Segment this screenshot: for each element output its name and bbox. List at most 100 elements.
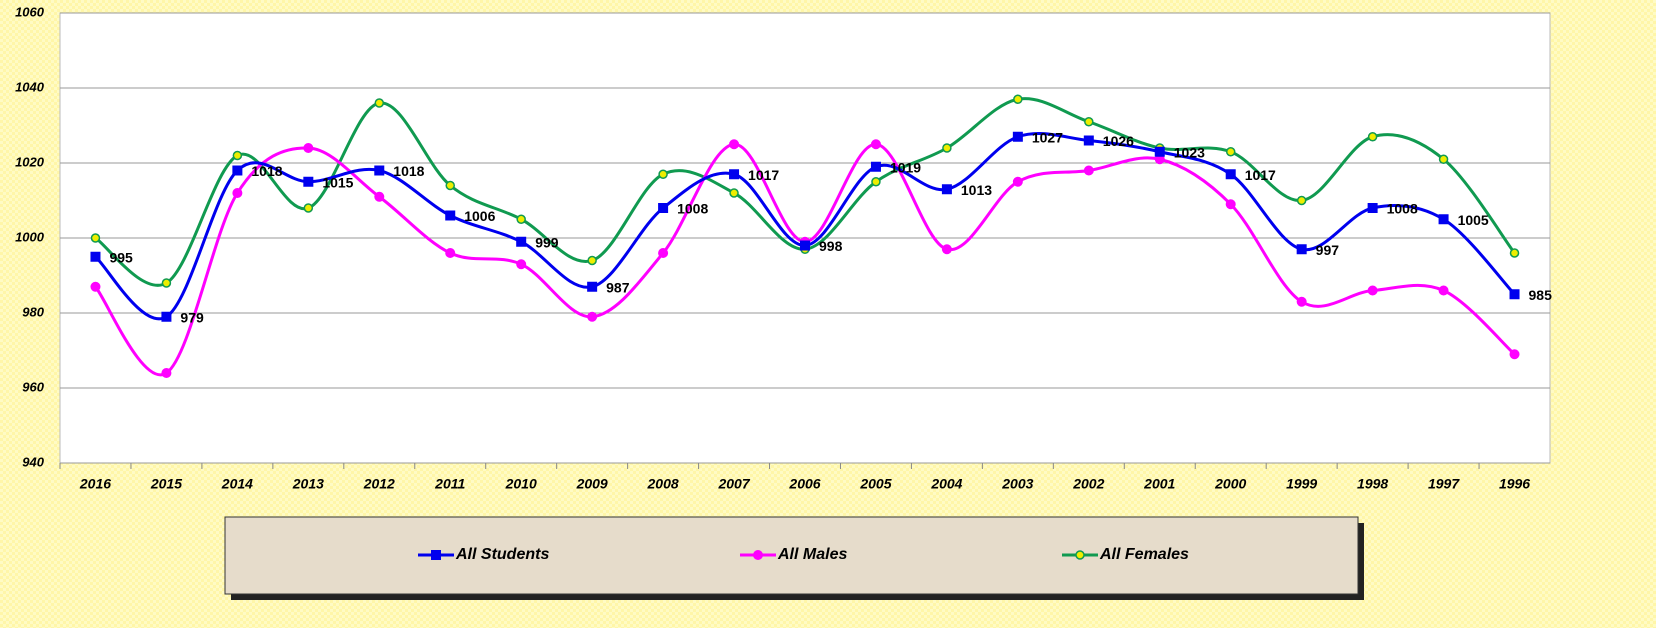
data-point	[1509, 349, 1520, 360]
x-tick-label: 2013	[292, 476, 324, 492]
data-point	[161, 278, 172, 288]
x-tick-label: 2014	[221, 476, 253, 492]
legend-marker	[431, 550, 441, 560]
data-point	[1296, 244, 1307, 255]
data-point	[1084, 117, 1094, 127]
data-point	[1012, 176, 1023, 187]
data-point	[1367, 203, 1378, 213]
x-tick-label: 2004	[930, 476, 962, 492]
data-point	[871, 177, 881, 187]
data-point	[1154, 146, 1165, 157]
x-tick-label: 2012	[363, 476, 395, 492]
x-tick-label: 2008	[647, 476, 679, 492]
legend-marker	[753, 550, 763, 560]
x-tick-label: 2001	[1143, 476, 1175, 492]
data-label: 997	[1316, 242, 1340, 258]
data-point	[1013, 94, 1023, 104]
data-point	[232, 150, 243, 161]
data-point	[303, 143, 314, 153]
data-point	[729, 188, 739, 198]
data-label: 1018	[393, 163, 424, 179]
x-tick-label: 2003	[1001, 476, 1033, 492]
x-tick-label: 2002	[1072, 476, 1104, 492]
data-point	[1438, 154, 1449, 164]
data-point	[374, 165, 385, 176]
data-label: 1005	[1458, 212, 1489, 228]
data-point	[1296, 195, 1307, 206]
y-tick-label: 1020	[15, 154, 45, 169]
data-point	[658, 248, 669, 258]
data-point	[1012, 131, 1023, 142]
data-label: 1015	[322, 174, 353, 190]
data-point	[232, 188, 243, 198]
legend-marker	[1075, 550, 1085, 560]
data-point	[658, 169, 668, 179]
data-point	[587, 255, 597, 266]
data-point	[1083, 165, 1094, 176]
legend-label: All Males	[777, 546, 847, 563]
data-point	[1296, 296, 1307, 307]
data-point	[658, 203, 669, 213]
data-point	[303, 203, 314, 213]
data-label: 1013	[961, 182, 992, 198]
x-tick-label: 2007	[717, 476, 750, 492]
data-label: 1026	[1103, 133, 1134, 149]
x-tick-label: 1999	[1286, 476, 1317, 492]
data-label: 1018	[251, 163, 282, 179]
data-label: 1027	[1032, 129, 1063, 145]
legend-label: All Students	[455, 546, 549, 563]
data-point	[1225, 147, 1236, 157]
data-point	[1367, 132, 1378, 142]
x-tick-label: 1998	[1357, 476, 1388, 492]
data-point	[729, 169, 740, 180]
data-point	[303, 176, 314, 187]
data-point	[870, 161, 881, 172]
x-tick-label: 2015	[150, 476, 182, 492]
data-label: 985	[1529, 287, 1553, 303]
x-tick-label: 1997	[1428, 476, 1460, 492]
data-point	[90, 233, 101, 243]
data-point	[374, 98, 385, 108]
x-tick-label: 2016	[79, 476, 111, 492]
data-label: 998	[819, 238, 843, 254]
data-point	[516, 214, 526, 224]
data-label: 1017	[748, 167, 779, 183]
data-label: 999	[535, 234, 559, 250]
data-point	[729, 139, 740, 150]
data-point	[1509, 289, 1520, 300]
data-point	[516, 259, 527, 270]
data-point	[90, 281, 101, 292]
data-label: 1023	[1174, 144, 1205, 160]
y-tick-label: 1040	[15, 79, 45, 94]
data-point	[1438, 285, 1449, 296]
y-tick-label: 980	[22, 304, 44, 319]
x-tick-label: 2009	[576, 476, 608, 492]
data-point	[1083, 135, 1094, 146]
data-point	[445, 180, 455, 191]
data-point	[516, 236, 527, 247]
data-point	[161, 368, 172, 378]
legend-label: All Females	[1099, 546, 1189, 563]
x-tick-label: 2006	[788, 476, 820, 492]
data-label: 1006	[464, 208, 495, 224]
data-label: 1008	[1387, 201, 1418, 217]
data-point	[1367, 285, 1378, 296]
data-point	[161, 311, 172, 322]
data-label: 987	[606, 279, 630, 295]
data-point	[941, 184, 952, 195]
x-tick-label: 2011	[434, 476, 465, 492]
data-point	[1509, 248, 1520, 258]
data-label: 1008	[677, 201, 708, 217]
x-tick-label: 2010	[505, 476, 537, 492]
y-tick-label: 1000	[15, 229, 45, 244]
data-point	[1438, 214, 1449, 225]
data-point	[445, 210, 456, 221]
data-point	[1225, 169, 1236, 180]
data-point	[90, 251, 101, 262]
x-tick-label: 2000	[1214, 476, 1246, 492]
data-point	[232, 165, 243, 176]
y-tick-label: 940	[22, 454, 44, 469]
data-point	[941, 244, 952, 255]
x-tick-label: 1996	[1499, 476, 1530, 492]
